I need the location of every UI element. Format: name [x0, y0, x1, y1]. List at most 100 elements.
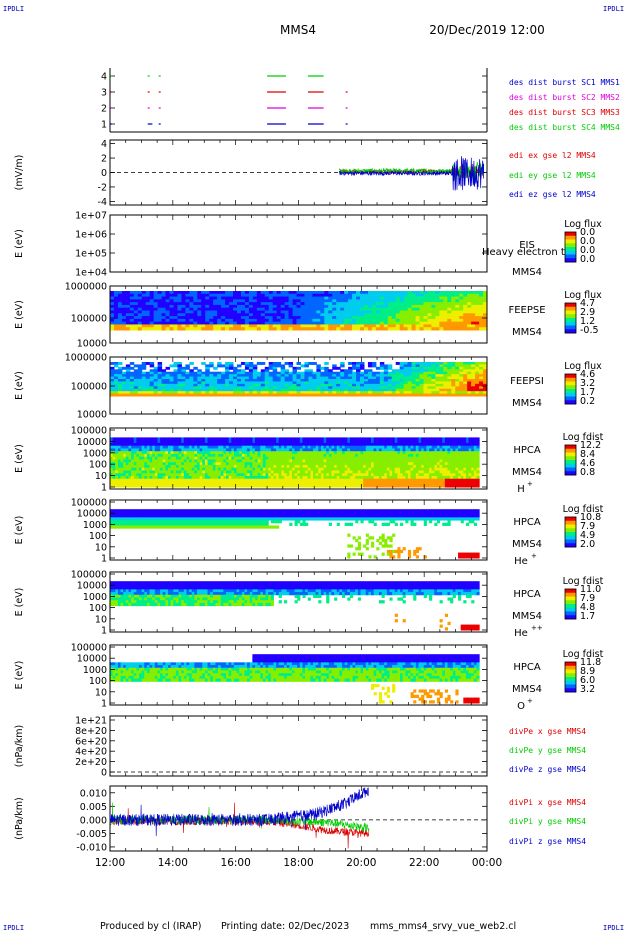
spectrogram-cell [387, 313, 393, 317]
spectrogram-cell [236, 371, 242, 375]
spectrogram-cell [379, 291, 385, 295]
spectrogram-cell [326, 481, 330, 485]
spectrogram-cell [381, 464, 385, 469]
spectrogram-cell [133, 321, 139, 325]
spectrogram-cell [312, 362, 317, 365]
spectrogram-cell [400, 484, 404, 488]
spectrogram-cell [225, 374, 230, 378]
colorbar-tick: 0.0 [580, 254, 595, 265]
spectrogram-cell [209, 318, 214, 323]
spectrogram-cell [395, 362, 401, 365]
spectrogram-cell [307, 453, 311, 458]
spectrogram-cell [356, 307, 361, 311]
spectrogram-cell [186, 453, 190, 458]
spectrogram-cell [288, 316, 294, 320]
spectrogram-cell [344, 445, 348, 449]
spectrogram-cell [318, 462, 322, 466]
spectrogram-cell [379, 327, 385, 331]
spectrogram-cell [316, 304, 321, 309]
spectrogram-cell [467, 379, 472, 382]
spectrogram-cell [363, 481, 367, 485]
colorbar-tick: 0.0 [580, 227, 595, 238]
spectrogram-cell [395, 318, 401, 323]
spectrogram-cell [352, 393, 357, 397]
spectrogram-cell [157, 462, 161, 466]
spectrogram-cell [348, 379, 353, 382]
spectrogram-cell [210, 475, 214, 480]
spectrogram-cell [191, 445, 195, 449]
spectrogram-cell [407, 386, 413, 390]
spectrogram-cell [191, 481, 195, 485]
spectrogram-cell [241, 462, 245, 466]
spectrogram-cell [367, 302, 373, 306]
spectrogram-cell [475, 386, 480, 390]
spectrogram-cell [324, 376, 329, 380]
spectrogram-cell [197, 440, 201, 444]
spectrogram-cell [296, 318, 301, 323]
spectrogram-cell [324, 299, 329, 303]
spectrogram-cell [153, 299, 159, 303]
spectrogram-cell [281, 478, 285, 482]
spectrogram-cell [264, 307, 270, 311]
spectrogram-cell [291, 467, 296, 471]
spectrogram-cell [149, 475, 153, 480]
spectrogram-cell [152, 478, 156, 482]
spectrogram-cell [397, 459, 401, 463]
spectrogram-cell [284, 459, 288, 463]
spectrogram-cell [186, 442, 190, 447]
spectrogram-cell [110, 321, 115, 325]
spectrogram-cell [439, 291, 444, 295]
spectrogram-cell [193, 296, 198, 300]
spectrogram-cell [288, 374, 294, 378]
spectrogram-cell [411, 299, 417, 303]
spectrogram-cell [181, 381, 186, 385]
spectrogram-cell [193, 299, 198, 303]
spectrogram-cell [121, 296, 127, 300]
spectrogram-cell [307, 448, 311, 452]
spectrogram-cell [154, 473, 158, 477]
spectrogram-cell [371, 296, 377, 300]
spectrogram-cell [157, 364, 163, 368]
spectrogram-cell [423, 386, 428, 390]
spectrogram-cell [360, 464, 364, 469]
spectrogram-cell [328, 451, 332, 455]
spectrogram-cell [223, 445, 227, 449]
spectrogram-cell [229, 304, 234, 309]
spectrogram-cell [236, 470, 240, 474]
spectrogram-cell [202, 473, 206, 477]
spectrogram-cell [344, 324, 349, 328]
spectrogram-cell [296, 362, 301, 365]
spectrogram-cell [121, 374, 127, 378]
spectrogram-cell [153, 388, 159, 392]
spectrogram-cell [451, 383, 456, 387]
spectrogram-cell [363, 327, 369, 331]
spectrogram-cell [205, 376, 210, 380]
spectrogram-cell [387, 327, 393, 331]
spectrogram-cell [153, 383, 159, 387]
spectrogram-cell [252, 456, 256, 460]
spectrogram-cell [244, 371, 250, 375]
spectrogram-cell [394, 470, 398, 474]
spectrogram-cell [320, 318, 325, 323]
spectrogram-cell [342, 459, 346, 463]
spectrogram-cell [236, 448, 240, 452]
spectrogram-cell [217, 374, 222, 378]
spectrogram-cell [248, 366, 254, 370]
spectrogram-cell [236, 451, 240, 455]
spectrogram-cell [402, 453, 406, 458]
spectrogram-cell [177, 310, 182, 314]
spectrogram-cell [241, 442, 245, 447]
spectrogram-cell [120, 464, 124, 469]
spectrogram-cell [342, 451, 346, 455]
spectrogram-cell [276, 318, 282, 323]
spectrogram-cell [368, 448, 372, 452]
spectrogram-cell [173, 459, 177, 463]
spectrogram-cell [268, 470, 272, 474]
spectrogram-cell [328, 473, 332, 477]
legend-entry: edi ey gse l2 MMS4 [509, 171, 596, 180]
spectrogram-cell [272, 321, 278, 325]
spectrogram-cell [342, 437, 346, 441]
spectrogram-cell [463, 388, 468, 392]
spectrogram-cell [344, 310, 349, 314]
spectrogram-cell [244, 456, 248, 460]
